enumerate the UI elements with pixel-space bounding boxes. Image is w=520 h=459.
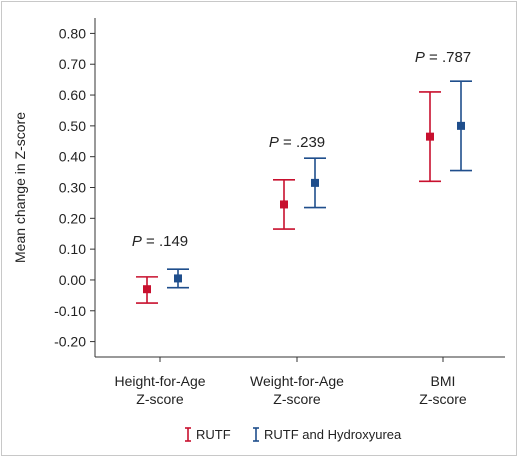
mean-point (280, 200, 288, 209)
mean-point (426, 132, 434, 141)
y-tick-label: 0.50 (59, 118, 86, 134)
y-tick-label: 0.30 (59, 180, 86, 196)
chart-marks (136, 80, 472, 304)
x-category-label-line2: Z-score (273, 391, 321, 407)
y-ticks: 0.80 0.70 0.60 0.50 0.40 0.30 0.20 0.10 0.00 -0.1… (54, 25, 95, 350)
legend: RUTF RUTF and Hydroxyurea (185, 427, 402, 442)
y-tick-label: 0.80 (59, 25, 86, 41)
axes (94, 18, 505, 358)
y-tick-label: 0.40 (59, 149, 86, 165)
y-tick-label: 0.20 (59, 210, 86, 226)
y-tick-label: 0.10 (59, 241, 86, 257)
y-axis-title: Mean change in Z-score (12, 112, 28, 263)
y-tick-label: 0.70 (59, 56, 86, 72)
p-value-labels: P = .149 P = .239 P = .787 (132, 49, 471, 250)
mean-point (311, 178, 319, 187)
x-category-label-line1: Height-for-Age (114, 373, 205, 389)
legend-label: RUTF and Hydroxyurea (264, 427, 402, 442)
x-category-label-line1: BMI (431, 373, 456, 389)
mean-point (143, 285, 151, 294)
y-tick-label: -0.10 (54, 303, 86, 319)
y-tick-label: -0.20 (54, 334, 86, 350)
x-category-label-line1: Weight-for-Age (250, 373, 344, 389)
p-value-label: P = .787 (415, 49, 471, 66)
mean-point (457, 121, 465, 130)
p-value-label: P = .149 (132, 233, 188, 250)
mean-point (174, 274, 182, 283)
x-category-labels: Height-for-Age Z-score Weight-for-Age Z-sco… (114, 357, 467, 407)
legend-label: RUTF (196, 427, 231, 442)
x-category-label-line2: Z-score (136, 391, 184, 407)
p-value-label: P = .239 (269, 134, 325, 151)
x-category-label-line2: Z-score (419, 391, 467, 407)
y-tick-label: 0.60 (59, 87, 86, 103)
y-tick-label: 0.00 (59, 272, 86, 288)
